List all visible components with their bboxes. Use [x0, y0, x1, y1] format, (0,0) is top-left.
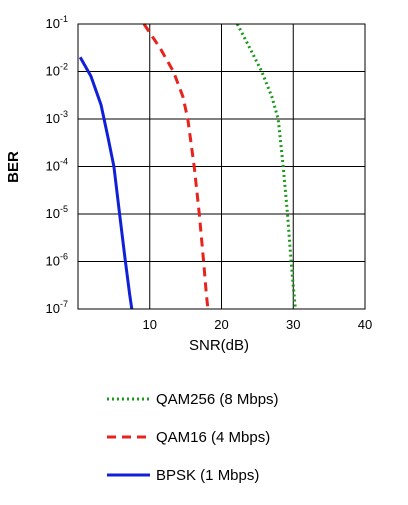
grid [78, 23, 366, 310]
x-tick-label: 40 [358, 317, 372, 332]
x-axis-label: SNR(dB) [189, 337, 249, 354]
series-lines [78, 23, 297, 310]
y-tick-label: 10-5 [46, 204, 68, 221]
y-tick-label: 10-6 [46, 252, 68, 269]
x-tick-label: 20 [214, 317, 228, 332]
legend: QAM256 (8 Mbps) QAM16 (4 Mbps) BPSK (1 Mbp… [107, 391, 279, 484]
y-tick-labels: 10-1 10-2 10-3 10-4 10-5 10-6 10-7 [46, 14, 68, 316]
y-axis-label: BER [5, 151, 22, 183]
legend-label: QAM256 (8 Mbps) [156, 391, 279, 408]
x-tick-label: 30 [286, 317, 300, 332]
legend-label: QAM16 (4 Mbps) [156, 429, 270, 446]
x-tick-labels: 10 20 30 40 [143, 317, 373, 332]
x-tick-label: 10 [143, 317, 157, 332]
series-line-bpsk [78, 56, 134, 310]
series-line-qam256 [235, 23, 297, 310]
y-tick-label: 10-3 [46, 109, 68, 126]
y-tick-label: 10-2 [46, 62, 68, 79]
y-tick-label: 10-1 [46, 14, 68, 31]
y-tick-label: 10-7 [46, 299, 68, 316]
plot-frame [77, 23, 366, 310]
legend-label: BPSK (1 Mbps) [156, 467, 259, 484]
y-tick-label: 10-4 [46, 157, 68, 174]
